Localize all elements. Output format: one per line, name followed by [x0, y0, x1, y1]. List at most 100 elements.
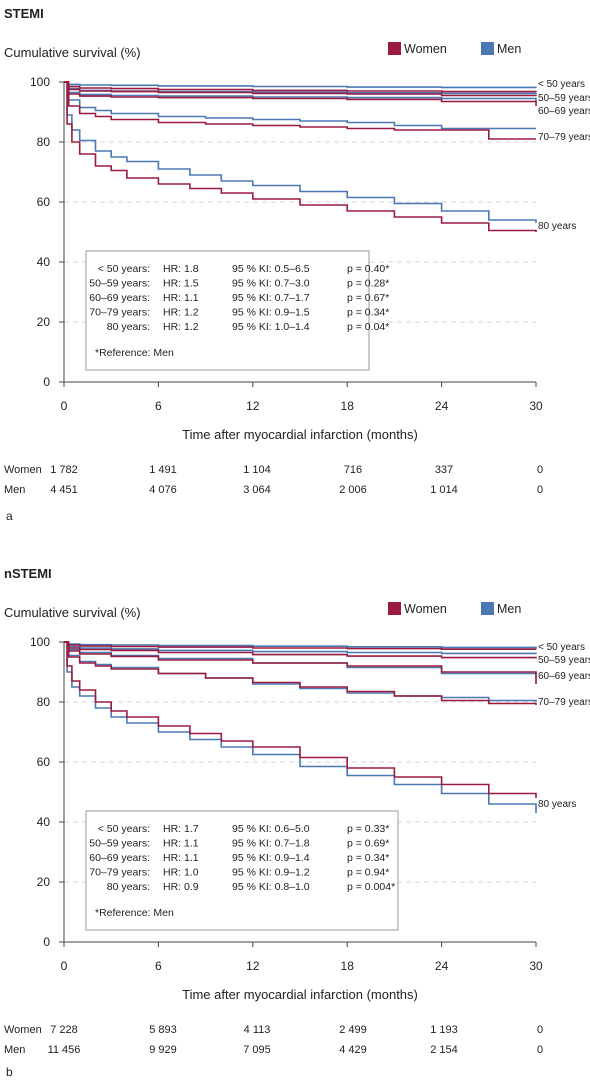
- y-tick-label: 80: [37, 135, 51, 149]
- survival-curve-women-60-69-years: [64, 81, 537, 106]
- survival-curve-women-50-years: [64, 81, 537, 93]
- risk-value: 5 893: [149, 1024, 177, 1036]
- legend: Women Men: [388, 602, 521, 616]
- stats-age: 60–69 years:: [89, 852, 150, 864]
- stats-p: p = 0.34*: [347, 307, 389, 319]
- risk-table: Women 1 782 1 491 1 104 716 337 0 Men 4 451 4 076…: [4, 464, 543, 496]
- stats-box-frame: [85, 810, 399, 931]
- risk-value: 9 929: [149, 1044, 177, 1056]
- risk-value: 1 193: [430, 1024, 458, 1036]
- risk-value: 4 429: [339, 1044, 367, 1056]
- stats-hr: HR: 1.1: [163, 852, 199, 864]
- legend-label-women: Women: [404, 602, 447, 616]
- y-tick-label: 60: [37, 755, 51, 769]
- stats-ci: 95 % KI: 0.6–5.0: [232, 823, 310, 835]
- stats-p: p = 0.40*: [347, 263, 389, 275]
- stats-age: 80 years:: [107, 321, 150, 333]
- x-tick-label: 18: [341, 959, 355, 973]
- y-axis-label: Cumulative survival (%): [4, 45, 141, 60]
- stats-age: 50–59 years:: [89, 278, 150, 290]
- y-tick-label: 0: [43, 375, 50, 389]
- x-tick-label: 6: [155, 399, 162, 413]
- risk-value: 2 499: [339, 1024, 367, 1036]
- age-group-label: 70–79 years: [538, 697, 590, 708]
- age-group-label: < 50 years: [538, 79, 585, 90]
- stats-p: p = 0.004*: [347, 881, 395, 893]
- risk-value: 0: [537, 484, 543, 496]
- survival-curve-women-60-69-years: [64, 641, 537, 684]
- stats-p: p = 0.28*: [347, 278, 389, 290]
- stats-p: p = 0.67*: [347, 292, 389, 304]
- y-tick-label: 60: [37, 195, 51, 209]
- stats-age: 60–69 years:: [89, 292, 150, 304]
- stats-ci: 95 % KI: 1.0–1.4: [232, 321, 310, 333]
- risk-row-label: Men: [4, 484, 25, 496]
- stats-hr: HR: 1.1: [163, 838, 199, 850]
- risk-value: 7 228: [50, 1024, 78, 1036]
- risk-value: 0: [537, 464, 543, 476]
- stats-hr: HR: 1.1: [163, 292, 199, 304]
- stats-ci: 95 % KI: 0.5–6.5: [232, 263, 310, 275]
- risk-row-label: Women: [4, 464, 42, 476]
- stats-ci: 95 % KI: 0.8–1.0: [232, 881, 310, 893]
- age-group-label: 50–59 years: [538, 93, 590, 104]
- stats-box: < 50 years: HR: 1.7 95 % KI: 0.6–5.0 p = 0.…: [85, 810, 399, 931]
- x-tick-label: 0: [61, 399, 68, 413]
- survival-curve-men-50-years: [64, 81, 537, 89]
- risk-value: 1 491: [149, 464, 177, 476]
- risk-table: Women 7 228 5 893 4 113 2 499 1 193 0 Men 11 456…: [4, 1024, 543, 1056]
- risk-value: 337: [435, 464, 453, 476]
- survival-curve-women-50-years: [64, 641, 537, 650]
- y-tick-label: 20: [37, 315, 51, 329]
- x-tick-label: 24: [435, 959, 449, 973]
- stats-hr: HR: 1.0: [163, 867, 199, 879]
- stats-p: p = 0.34*: [347, 852, 389, 864]
- risk-value: 2 006: [339, 484, 367, 496]
- stats-age: 50–59 years:: [89, 838, 150, 850]
- legend-label-women: Women: [404, 42, 447, 56]
- x-tick-label: 12: [246, 399, 260, 413]
- risk-row-label: Men: [4, 1044, 25, 1056]
- chart-panel-a: STEMI Cumulative survival (%) Women Men 0 20 4…: [4, 6, 590, 523]
- y-tick-label: 40: [37, 255, 51, 269]
- stats-ci: 95 % KI: 0.7–1.8: [232, 838, 310, 850]
- stats-age: < 50 years:: [98, 823, 150, 835]
- risk-value: 4 113: [244, 1024, 271, 1036]
- y-axis-label: Cumulative survival (%): [4, 605, 141, 620]
- stats-ci: 95 % KI: 0.9–1.4: [232, 852, 310, 864]
- legend-label-men: Men: [497, 602, 521, 616]
- x-tick-label: 24: [435, 399, 449, 413]
- chart-title: STEMI: [4, 6, 44, 21]
- stats-p: p = 0.69*: [347, 838, 389, 850]
- chart-title: nSTEMI: [4, 566, 52, 581]
- survival-curve-women-70-79-years: [64, 641, 537, 705]
- survival-curve-women-50-59-years: [64, 641, 537, 659]
- age-group-label: 70–79 years: [538, 132, 590, 143]
- age-group-label: 60–69 years: [538, 106, 590, 117]
- stats-hr: HR: 1.2: [163, 307, 199, 319]
- legend-swatch-women: [388, 602, 401, 615]
- risk-value: 4 076: [149, 484, 177, 496]
- risk-value: 0: [537, 1024, 543, 1036]
- stats-ci: 95 % KI: 0.7–3.0: [232, 278, 310, 290]
- survival-curve-women-80-years: [64, 641, 537, 798]
- y-tick-label: 20: [37, 875, 51, 889]
- risk-value: 11 456: [48, 1044, 81, 1056]
- risk-value: 3 064: [243, 484, 271, 496]
- risk-row-label: Women: [4, 1024, 42, 1036]
- panel-letter: a: [6, 509, 13, 523]
- risk-value: 7 095: [243, 1044, 271, 1056]
- x-tick-label: 30: [529, 399, 543, 413]
- risk-value: 716: [344, 464, 362, 476]
- y-tick-label: 80: [37, 695, 51, 709]
- panel-letter: b: [6, 1065, 13, 1079]
- y-tick-label: 0: [43, 935, 50, 949]
- stats-ci: 95 % KI: 0.9–1.2: [232, 867, 310, 879]
- survival-curve-men-80-years: [64, 81, 537, 223]
- y-tick-label: 100: [30, 635, 50, 649]
- survival-curve-men-50-years: [64, 641, 537, 649]
- stats-note: *Reference: Men: [95, 907, 174, 919]
- legend-swatch-men: [481, 42, 494, 55]
- stats-hr: HR: 1.2: [163, 321, 199, 333]
- age-group-label: < 50 years: [538, 642, 585, 653]
